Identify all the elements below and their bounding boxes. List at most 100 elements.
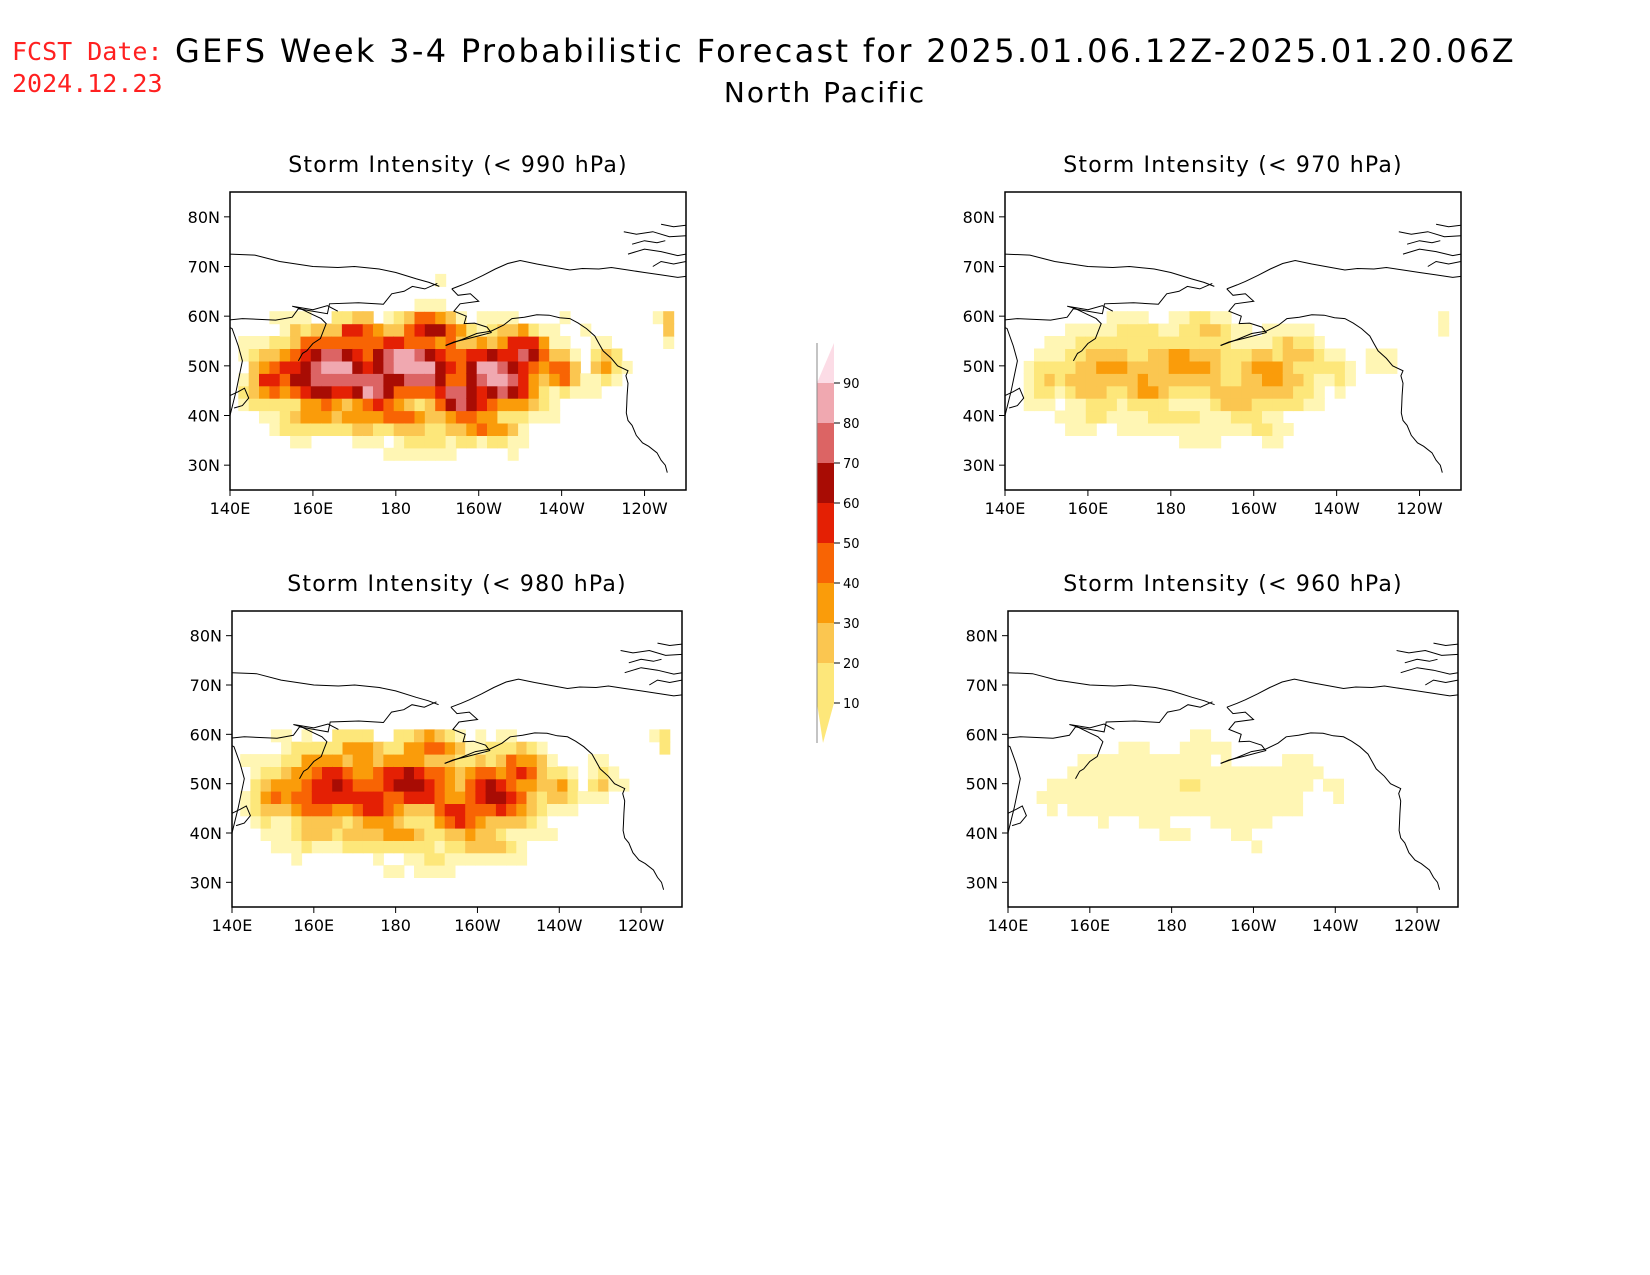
probability-cell: [1241, 373, 1253, 387]
probability-cell: [373, 348, 384, 362]
probability-cell: [1333, 778, 1344, 792]
probability-cell: [424, 852, 436, 866]
probability-cell: [435, 447, 447, 461]
probability-cell: [290, 410, 302, 424]
probability-cell: [506, 766, 517, 780]
probability-cell: [281, 754, 292, 767]
probability-cell: [538, 410, 550, 424]
probability-cell: [1096, 373, 1108, 387]
probability-cell: [424, 410, 436, 424]
probability-cell: [1148, 398, 1159, 412]
probability-cell: [487, 360, 498, 374]
probability-cell: [1087, 791, 1099, 804]
coastline-segment: [1425, 679, 1458, 686]
probability-cell: [611, 373, 623, 387]
probability-cell: [1231, 803, 1242, 817]
probability-cell: [559, 385, 571, 399]
probability-cell: [518, 348, 530, 362]
lon-tick-label: 180: [1156, 916, 1187, 935]
probability-cell: [663, 323, 675, 337]
probability-cell: [1077, 803, 1089, 817]
probability-cell: [1251, 336, 1263, 349]
probability-cell: [1179, 423, 1191, 436]
probability-cell: [536, 766, 548, 780]
probability-cell: [1179, 741, 1191, 755]
lon-tick-label: 160E: [1068, 499, 1109, 518]
probability-cell: [1261, 791, 1273, 804]
probability-cell: [1098, 766, 1109, 780]
probability-cell: [290, 336, 302, 349]
probability-cell: [475, 778, 487, 792]
probability-cell: [1138, 778, 1150, 792]
probability-cell: [290, 423, 302, 436]
probability-cell: [373, 410, 384, 424]
probability-cell: [507, 336, 519, 349]
probability-cell: [485, 840, 497, 854]
probability-cell: [526, 766, 538, 780]
probability-cell: [1054, 385, 1066, 399]
probability-cell: [414, 729, 425, 743]
probability-cell: [403, 852, 415, 866]
probability-cell: [341, 423, 353, 436]
probability-cell: [569, 348, 581, 362]
probability-cell: [301, 754, 313, 767]
probability-cell: [1149, 778, 1160, 792]
probability-cell: [485, 754, 497, 767]
probability-cell: [1179, 754, 1191, 767]
probability-cell: [250, 791, 262, 804]
probability-cell: [362, 840, 374, 854]
probability-cell: [1241, 323, 1253, 337]
probability-cell: [518, 360, 530, 374]
probability-cell: [1116, 360, 1128, 374]
probability-cell: [598, 791, 609, 804]
lon-tick-label: 140W: [1312, 916, 1359, 935]
probability-cell: [465, 828, 476, 841]
probability-cell: [1200, 729, 1212, 743]
probability-cell: [559, 336, 571, 349]
probability-cell: [435, 348, 447, 362]
probability-shading: [1023, 311, 1450, 449]
probability-cell: [393, 791, 405, 804]
probability-cell: [434, 865, 446, 878]
probability-cell: [414, 766, 425, 780]
probability-cell: [485, 766, 497, 780]
probability-cell: [1220, 373, 1232, 387]
lat-tick-label: 40N: [963, 407, 995, 426]
coastline-segment: [627, 248, 686, 257]
probability-cell: [1148, 348, 1159, 362]
probability-cell: [352, 435, 364, 449]
probability-cell: [414, 840, 425, 854]
probability-cell: [352, 336, 364, 349]
probability-cell: [507, 398, 519, 412]
probability-cell: [1168, 423, 1180, 436]
probability-cell: [1282, 423, 1294, 436]
probability-cell: [393, 360, 405, 374]
probability-cell: [1272, 360, 1284, 374]
probability-cell: [1292, 791, 1304, 804]
map-frame: [1004, 191, 1462, 491]
probability-cell: [1220, 754, 1232, 767]
probability-cell: [362, 423, 374, 436]
probability-cell: [1158, 385, 1170, 399]
probability-cell: [455, 778, 466, 792]
probability-cell: [1077, 754, 1089, 767]
probability-cell: [393, 803, 405, 817]
probability-cell: [1241, 385, 1253, 399]
probability-cell: [414, 741, 425, 755]
probability-cell: [321, 323, 333, 337]
probability-cell: [310, 323, 322, 337]
probability-cell: [240, 791, 251, 804]
map-frame: [1007, 610, 1459, 908]
probability-cell: [404, 348, 416, 362]
probability-cell: [507, 348, 519, 362]
probability-cell: [1261, 815, 1273, 829]
coastline-segment: [623, 231, 686, 238]
coastline-segment: [1436, 223, 1461, 228]
probability-cell: [1036, 791, 1048, 804]
probability-cell: [580, 385, 592, 399]
probability-cell: [445, 323, 457, 337]
probability-cell: [383, 865, 395, 878]
probability-cell: [1324, 373, 1336, 387]
probability-cell: [1096, 398, 1108, 412]
